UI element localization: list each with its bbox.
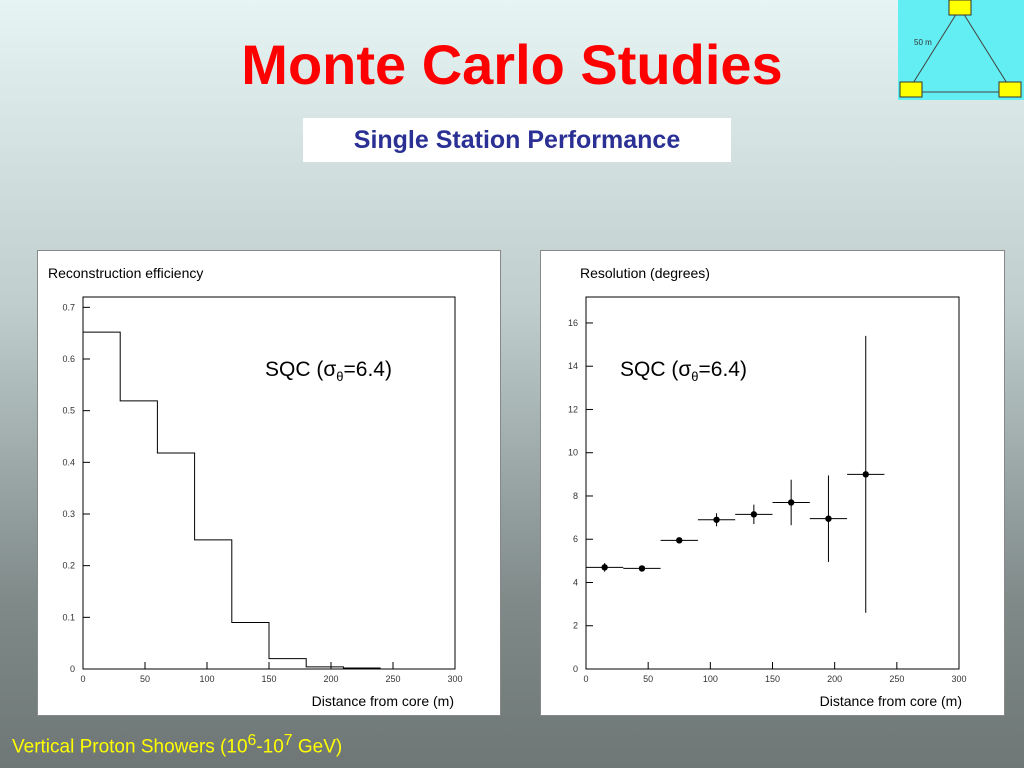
y-tick-label: 0: [70, 664, 75, 674]
x-axis-label: Distance from core (m): [820, 693, 962, 709]
page-title: Monte Carlo Studies: [241, 33, 783, 96]
marker: [825, 515, 832, 522]
inset-distance-label: 50 m: [914, 38, 932, 47]
y-tick-label: 0.7: [62, 302, 75, 312]
x-tick-label: 0: [583, 674, 588, 684]
triangle-edge-right: [959, 7, 1011, 89]
marker: [713, 516, 720, 523]
marker: [601, 564, 608, 571]
x-axis-label: Distance from core (m): [312, 693, 454, 709]
resolution-panel: Resolution (degrees) SQC (σθ=6.4) Distan…: [540, 250, 1005, 716]
x-tick-label: 100: [199, 674, 214, 684]
station-left: [899, 81, 923, 98]
data-point: [809, 475, 848, 562]
footer-note: Vertical Proton Showers (106-107 GeV): [12, 732, 343, 758]
x-tick-label: 200: [827, 674, 842, 684]
marker: [862, 471, 869, 478]
y-tick-label: 0.1: [62, 612, 75, 622]
data-point: [697, 513, 736, 527]
x-tick-label: 50: [140, 674, 150, 684]
station-top: [948, 0, 972, 16]
y-tick-label: 6: [573, 534, 578, 544]
chart-annotation: SQC (σθ=6.4): [620, 358, 747, 384]
data-point: [660, 537, 698, 544]
y-tick-label: 14: [568, 361, 578, 371]
chart-title: Reconstruction efficiency: [48, 265, 203, 281]
data-point: [623, 565, 661, 572]
x-tick-label: 50: [643, 674, 653, 684]
chart-title: Resolution (degrees): [580, 265, 710, 281]
x-tick-label: 250: [889, 674, 904, 684]
data-point: [735, 504, 773, 525]
y-tick-label: 10: [568, 448, 578, 458]
chart-annotation: SQC (σθ=6.4): [265, 358, 392, 384]
x-tick-label: 300: [951, 674, 966, 684]
x-tick-label: 0: [80, 674, 85, 684]
station-right: [998, 81, 1022, 98]
marker: [787, 499, 795, 506]
histogram-line: [83, 331, 381, 669]
y-tick-label: 0.4: [62, 457, 75, 467]
data-point: [772, 479, 810, 526]
plot-frame: [585, 296, 960, 670]
subtitle-box: Single Station Performance: [303, 118, 731, 162]
x-tick-label: 150: [261, 674, 276, 684]
y-tick-label: 0.5: [62, 406, 75, 416]
x-tick-label: 150: [765, 674, 780, 684]
y-tick-label: 8: [573, 491, 578, 501]
triangle-edge-left: [909, 7, 961, 89]
x-tick-label: 250: [385, 674, 400, 684]
plot-frame: [82, 296, 456, 670]
y-tick-label: 16: [568, 318, 578, 328]
y-tick-label: 0.3: [62, 509, 75, 519]
y-tick-label: 0.2: [62, 561, 75, 571]
station-layout-inset: 50 m: [898, 0, 1024, 100]
marker: [750, 511, 758, 518]
data-point: [586, 563, 624, 572]
y-tick-label: 0: [573, 664, 578, 674]
y-tick-label: 4: [573, 577, 578, 587]
y-tick-label: 12: [568, 404, 578, 414]
marker: [676, 537, 683, 544]
data-point: [847, 335, 885, 613]
marker: [638, 565, 646, 572]
x-tick-label: 100: [703, 674, 718, 684]
x-tick-label: 300: [447, 674, 462, 684]
y-tick-label: 0.6: [62, 354, 75, 364]
y-tick-label: 2: [573, 621, 578, 631]
efficiency-panel: Reconstruction efficiency SQC (σθ=6.4) D…: [37, 250, 501, 716]
x-tick-label: 200: [323, 674, 338, 684]
